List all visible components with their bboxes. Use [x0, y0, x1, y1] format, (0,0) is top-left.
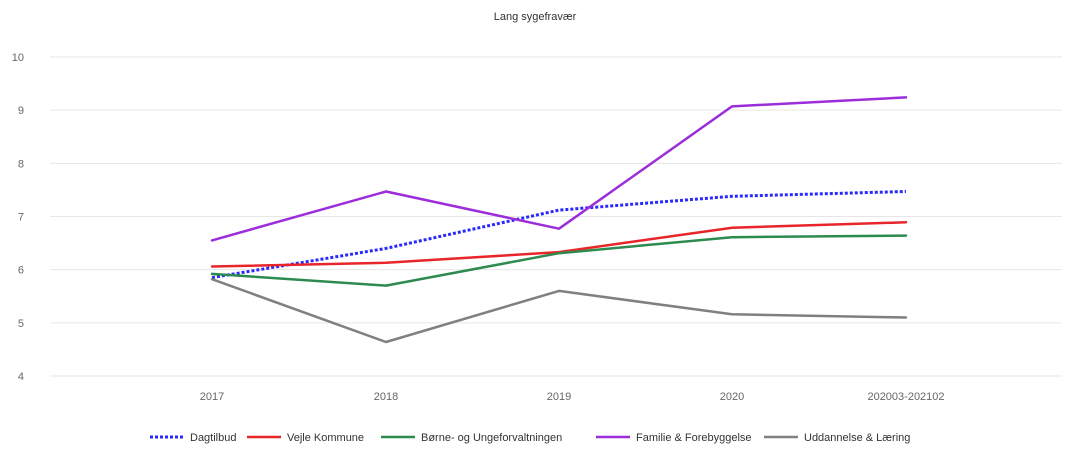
legend-label: Dagtilbud — [190, 432, 236, 444]
x-tick-label: 2018 — [374, 391, 398, 403]
y-tick-label: 10 — [12, 52, 24, 64]
legend-label: Vejle Kommune — [287, 432, 364, 444]
y-tick-label: 7 — [18, 212, 24, 224]
x-tick-label: 202003-202102 — [867, 391, 944, 403]
x-tick-label: 2019 — [547, 391, 571, 403]
legend-label: Uddannelse & Læring — [804, 432, 910, 444]
series-line-0 — [211, 190, 907, 280]
series-line-2 — [210, 234, 908, 287]
y-axis: 4 5 6 7 8 9 10 — [12, 52, 24, 383]
series-lines — [210, 96, 908, 344]
y-tick-label: 6 — [18, 265, 24, 277]
series-line-3 — [210, 96, 908, 242]
x-tick-label: 2017 — [200, 391, 224, 403]
legend-label: Børne- og Ungeforvaltningen — [421, 432, 562, 444]
legend-label: Familie & Forebyggelse — [636, 432, 752, 444]
x-axis: 2017 2018 2019 2020 202003-202102 — [200, 391, 945, 403]
y-tick-label: 4 — [18, 371, 24, 383]
chart-title: Lang sygefravær — [494, 11, 577, 23]
legend-item[interactable]: Vejle Kommune — [247, 432, 364, 444]
x-tick-label: 2020 — [720, 391, 744, 403]
legend-item[interactable]: Børne- og Ungeforvaltningen — [381, 432, 562, 444]
legend-item[interactable]: Dagtilbud — [150, 432, 236, 444]
grid — [50, 56, 1062, 377]
legend[interactable]: Dagtilbud Vejle Kommune Børne- og Ungeforv… — [150, 432, 910, 444]
legend-item[interactable]: Familie & Forebyggelse — [596, 432, 752, 444]
y-tick-label: 8 — [18, 158, 24, 170]
series-line-4 — [210, 277, 908, 344]
legend-item[interactable]: Uddannelse & Læring — [764, 432, 910, 444]
y-tick-label: 9 — [18, 105, 24, 117]
y-tick-label: 5 — [18, 318, 24, 330]
